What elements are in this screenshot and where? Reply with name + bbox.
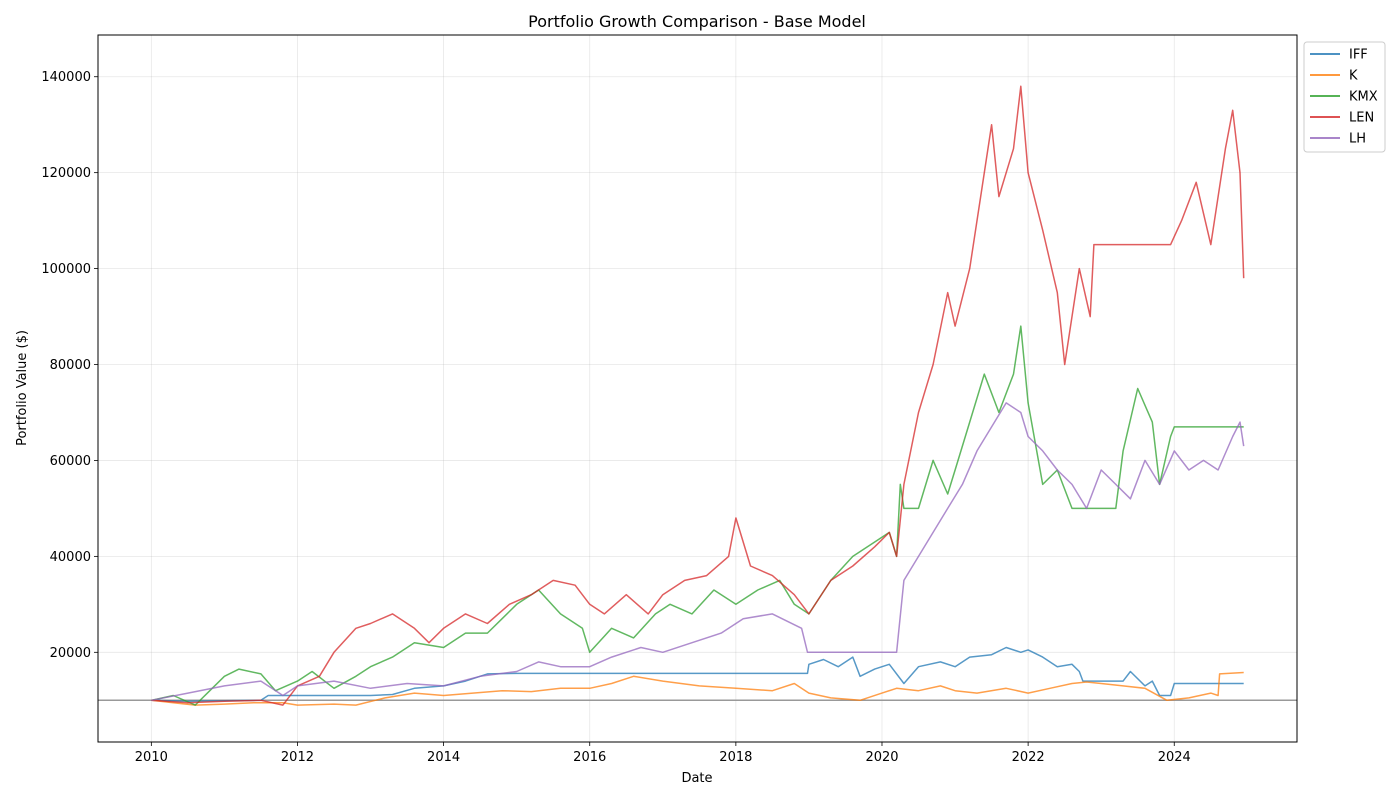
y-tick-label: 80000 (50, 358, 91, 373)
x-tick-label: 2022 (1012, 750, 1045, 765)
series-line-len (151, 85, 1245, 706)
legend-frame (1303, 41, 1386, 153)
series-line-lh (151, 402, 1245, 702)
x-tick-label: 2018 (719, 750, 752, 765)
x-axis-label: Date (681, 771, 712, 786)
y-tick-label: 20000 (50, 646, 91, 661)
y-tick-label: 140000 (41, 70, 91, 85)
grid (98, 35, 1297, 742)
y-tick-label: 60000 (50, 454, 91, 469)
chart-title: Portfolio Growth Comparison - Base Model (528, 12, 866, 31)
y-axis-ticks: 20000 40000 60000 80000 100000 120000 140000 (41, 70, 98, 661)
y-axis-label: Portfolio Value ($) (15, 330, 30, 446)
legend-label-kmx: KMX (1349, 90, 1378, 105)
y-tick-label: 120000 (41, 166, 91, 181)
series-lines (151, 85, 1245, 706)
x-tick-label: 2016 (573, 750, 606, 765)
x-tick-label: 2024 (1158, 750, 1191, 765)
x-tick-label: 2010 (135, 750, 168, 765)
y-tick-label: 40000 (50, 550, 91, 565)
series-line-kmx (151, 325, 1244, 706)
legend-label-lh: LH (1349, 132, 1366, 147)
legend-label-len: LEN (1349, 111, 1374, 126)
x-tick-label: 2020 (865, 750, 898, 765)
x-tick-label: 2012 (281, 750, 314, 765)
legend: IFF K KMX LEN LH (1303, 41, 1386, 153)
x-tick-label: 2014 (427, 750, 460, 765)
x-axis-ticks: 2010 2012 2014 2016 2018 2020 2022 2024 (135, 742, 1191, 765)
series-line-iff (151, 646, 1244, 702)
plot-frame (97, 34, 1298, 743)
legend-label-iff: IFF (1349, 48, 1368, 63)
series-line-k (151, 671, 1244, 706)
legend-label-k: K (1349, 69, 1358, 84)
y-tick-label: 100000 (41, 262, 91, 277)
